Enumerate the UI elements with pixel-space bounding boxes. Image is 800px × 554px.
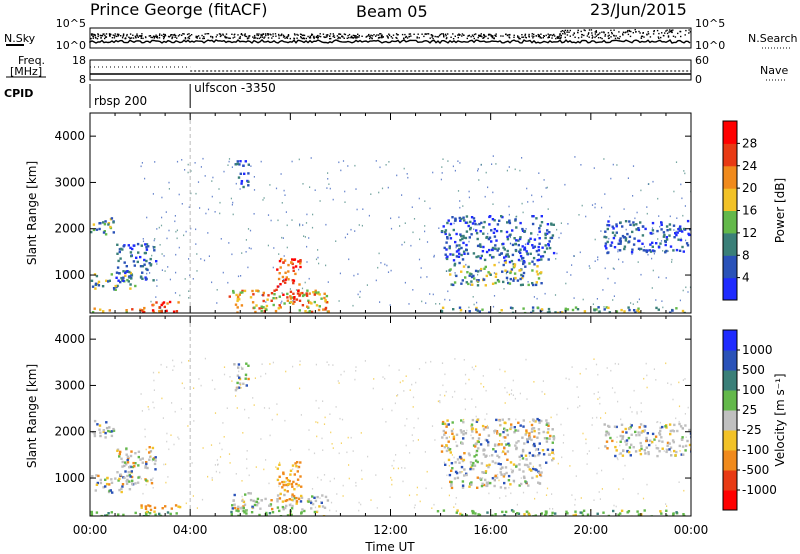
- nsky-tick-right-top: 10^5: [695, 17, 725, 30]
- velocity-colorbar-label-5: -100: [742, 443, 769, 457]
- velocity-colorbar-cell-1: [723, 470, 737, 491]
- nave-label: Nave: [760, 64, 789, 77]
- velocity-colorbar-cell-3: [723, 430, 737, 451]
- power-panel-frame: [89, 112, 692, 314]
- power-colorbar-label-5: 24: [742, 159, 757, 173]
- nsky-tick-left-bottom: 10^0: [56, 39, 86, 52]
- power-colorbar-cell-1: [723, 255, 737, 279]
- nsky-tick-right-bottom: 10^0: [695, 39, 725, 52]
- xtick-label-6: 00:00: [674, 523, 709, 537]
- velocity-panel-frame: [89, 315, 692, 517]
- velocity-ytick-label-1: 2000: [54, 425, 85, 439]
- nsky-label: N.Sky: [4, 32, 36, 45]
- power-colorbar-label-6: 28: [742, 136, 757, 150]
- power-colorbar-cell-6: [723, 143, 737, 167]
- cpid-segment-1: rbsp 200: [94, 94, 147, 108]
- power-colorbar-label-1: 8: [742, 248, 750, 262]
- power-ytick-label-0: 1000: [54, 268, 85, 282]
- freq-tick-top: 18: [72, 54, 86, 67]
- velocity-colorbar-label-2: 100: [742, 383, 765, 397]
- power-colorbar-label-3: 16: [742, 204, 757, 218]
- power-ylabel: Slant Range [km]: [25, 161, 39, 265]
- nsky-tick-left-top: 10^5: [56, 17, 86, 30]
- xtick-label-5: 20:00: [574, 523, 609, 537]
- freq-label: Freq.: [18, 54, 46, 67]
- velocity-colorbar-cell-0: [723, 490, 737, 511]
- xtick-label-0: 00:00: [73, 523, 108, 537]
- power-colorbar-cell-0: [723, 277, 737, 301]
- nsky-panel-frame: [89, 27, 692, 49]
- xtick-label-4: 16:00: [473, 523, 508, 537]
- velocity-colorbar-label-7: -1000: [742, 483, 777, 497]
- velocity-ytick-label-0: 1000: [54, 471, 85, 485]
- freq-panel-frame: [89, 59, 692, 81]
- power-colorbar-title: Power [dB]: [773, 178, 787, 243]
- freq-tick-bottom: 8: [79, 73, 86, 86]
- xaxis-title: Time UT: [364, 540, 415, 554]
- date-label: 23/Jun/2015: [590, 0, 687, 19]
- velocity-colorbar-label-4: -25: [742, 423, 762, 437]
- power-colorbar-cell-4: [723, 188, 737, 211]
- nsearch-label: N.Search: [748, 32, 798, 45]
- velocity-ylabel: Slant Range [km]: [25, 364, 39, 468]
- power-colorbar-cell-5: [723, 165, 737, 189]
- station-title: Prince George (fitACF): [90, 0, 268, 19]
- velocity-heatmap-cells: [90, 357, 691, 516]
- beam-label: Beam 05: [356, 2, 428, 21]
- velocity-ytick-label-3: 4000: [54, 332, 85, 346]
- velocity-colorbar-label-0: 1000: [742, 343, 773, 357]
- velocity-colorbar-label-3: 25: [742, 403, 757, 417]
- freq-unit: [MHz]: [10, 65, 43, 78]
- xtick-label-3: 12:00: [373, 523, 408, 537]
- power-heatmap-cells: [90, 155, 691, 313]
- power-colorbar-cell-2: [723, 232, 737, 256]
- velocity-colorbar-cell-4: [723, 410, 737, 431]
- cpid-label: CPID: [4, 87, 34, 100]
- velocity-colorbar-frame: [722, 329, 738, 511]
- power-colorbar-cell-7: [723, 121, 737, 144]
- xtick-label-2: 08:00: [273, 523, 308, 537]
- velocity-ytick-label-2: 3000: [54, 378, 85, 392]
- power-ytick-label-1: 2000: [54, 222, 85, 236]
- nsky-series-line: [89, 39, 691, 45]
- velocity-colorbar-cell-8: [723, 330, 737, 351]
- velocity-colorbar-cell-7: [723, 350, 737, 371]
- velocity-colorbar-title: Velocity [m s⁻¹]: [773, 373, 787, 466]
- velocity-colorbar-label-1: 500: [742, 363, 765, 377]
- power-colorbar-cell-3: [723, 210, 737, 234]
- power-ytick-label-3: 4000: [54, 129, 85, 143]
- velocity-colorbar-cell-6: [723, 370, 737, 391]
- cpid-segment-2: ulfscon -3350: [194, 81, 276, 95]
- velocity-colorbar-cell-2: [723, 450, 737, 471]
- power-colorbar-label-0: 4: [742, 271, 750, 285]
- nave-tick-top: 60: [695, 54, 709, 67]
- power-colorbar-label-4: 20: [742, 181, 757, 195]
- nave-tick-bottom: 0: [695, 73, 702, 86]
- power-colorbar-label-2: 12: [742, 226, 757, 240]
- velocity-colorbar-label-6: -500: [742, 463, 769, 477]
- xtick-label-1: 04:00: [173, 523, 208, 537]
- power-ytick-label-2: 3000: [54, 175, 85, 189]
- nsearch-series-points: [90, 29, 692, 40]
- velocity-colorbar-cell-5: [723, 390, 737, 411]
